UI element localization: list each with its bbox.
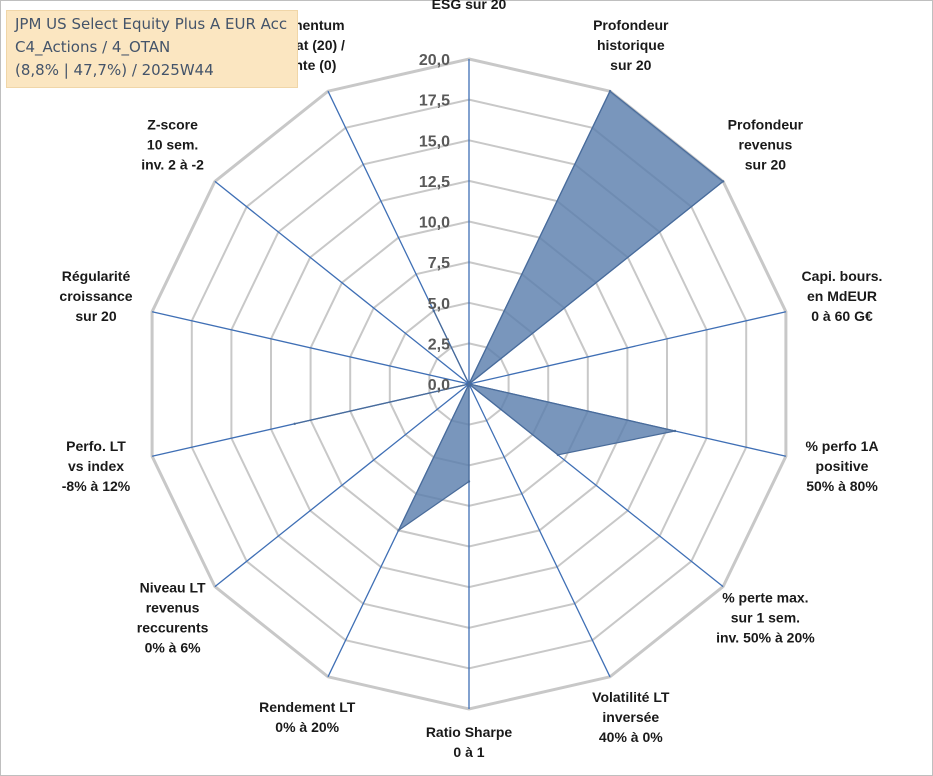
axis-label: Capi. bours. en MdEUR 0 à 60 G€ [802,268,883,324]
series-point [467,480,471,483]
tick-label: 2,5 [428,336,450,353]
axis-label-line: -8% à 12% [62,478,131,494]
axis-label-line: 0 à 60 G€ [811,308,873,324]
axis-label-line: % perfo 1A [805,438,878,454]
axis-spoke [151,311,470,385]
axis-label-line: croissance [59,288,132,304]
axis-label-line: en MdEUR [807,288,877,304]
tick-label: 20,0 [419,52,450,69]
tick-label: 7,5 [428,255,450,272]
axis-label: Rendement LT 0% à 20% [259,699,356,735]
tick-label: 12,5 [419,174,450,191]
axis-label-line: 40% à 0% [599,729,663,745]
axis-label-line: 0% à 20% [275,719,339,735]
tick-label: 17,5 [419,93,450,110]
fund-title-box: JPM US Select Equity Plus A EUR Acc C4_A… [6,10,298,88]
axis-label: Z-score 10 sem. inv. 2 à -2 [141,117,204,173]
axis-label-line: reccurents [137,619,209,635]
axis-labels: NoteESG sur 20 Profondeur historique sur 20… [59,0,882,760]
axis-spoke [468,383,611,678]
axis-label: Volatilité LT inversée 40% à 0% [592,689,670,745]
axis-label-line: 0 à 1 [453,744,484,760]
fund-name: JPM US Select Equity Plus A EUR Acc [15,15,288,33]
tick-label: 5,0 [428,296,450,313]
tick-label: 15,0 [419,133,450,150]
series-point [293,422,296,425]
radar-series [293,90,725,533]
axis-label-line: inv. 50% à 20% [716,629,815,645]
axis-label: Niveau LT revenus reccurents 0% à 6% [137,579,209,655]
axis-label: Régularité croissance sur 20 [59,268,132,324]
axis-label-line: Niveau LT [140,579,206,595]
series-point [467,382,471,386]
tick-label: 10,0 [419,215,450,232]
axis-label-line: 10 sem. [147,137,198,153]
radial-tick-labels: 0,0 2,5 5,0 7,5 10,0 12,5 15,0 17,5 20,0 [419,52,450,394]
axis-label-line: sur 20 [610,57,651,73]
axis-label-line: revenus [739,137,793,153]
tick-label: 0,0 [428,377,450,394]
series-area [294,90,725,533]
axis-label-line: vs index [68,458,124,474]
axis-label-line: sur 1 sem. [731,609,800,625]
axis-label-line: ESG sur 20 [432,0,507,12]
axis-label-line: 0% à 6% [145,639,202,655]
series-point [397,529,400,532]
axis-label-line: 50% à 80% [806,478,878,494]
fund-stats: (8,8% | 47,7%) / 2025W44 [15,61,214,79]
series-point [608,90,612,93]
axis-label-line: Perfo. LT [66,438,126,454]
axis-label-line: historique [597,37,665,53]
axis-label: Perfo. LT vs index -8% à 12% [62,438,131,494]
axis-label: % perte max. sur 1 sem. inv. 50% à 20% [716,589,815,645]
axis-label-line: positive [816,458,869,474]
axis-label: % perfo 1A positive 50% à 80% [805,438,878,494]
axis-spoke [214,383,470,588]
axis-label-line: inversée [602,709,659,725]
fund-category: C4_Actions / 4_OTAN [15,38,171,56]
axis-label-line: Ratio Sharpe [426,724,513,740]
axis-label-line: revenus [146,599,200,615]
series-point [556,453,560,457]
axis-label-line: sur 20 [745,157,786,173]
axis-label-line: % perte max. [722,589,808,605]
series-point [673,429,677,433]
axis-spoke [468,311,787,385]
axis-label-line: Profondeur [593,17,669,33]
axis-label: NoteESG sur 20 [432,0,507,12]
axis-label-line: inv. 2 à -2 [141,157,204,173]
axis-spoke [214,180,470,385]
axis-label-line: Régularité [62,268,131,284]
axis-label: Ratio Sharpe 0 à 1 [426,724,513,760]
axis-label: Profondeur revenus sur 20 [728,117,804,173]
axis-label-line: Capi. bours. [802,268,883,284]
axis-label-line: Volatilité LT [592,689,670,705]
axis-label-line: Z-score [147,117,198,133]
series-point [432,309,435,312]
axis-label-line: Rendement LT [259,699,356,715]
axis-label-line: Profondeur [728,117,804,133]
axis-label: Profondeur historique sur 20 [593,17,669,73]
axis-label-line: sur 20 [75,308,116,324]
series-point [721,180,725,183]
